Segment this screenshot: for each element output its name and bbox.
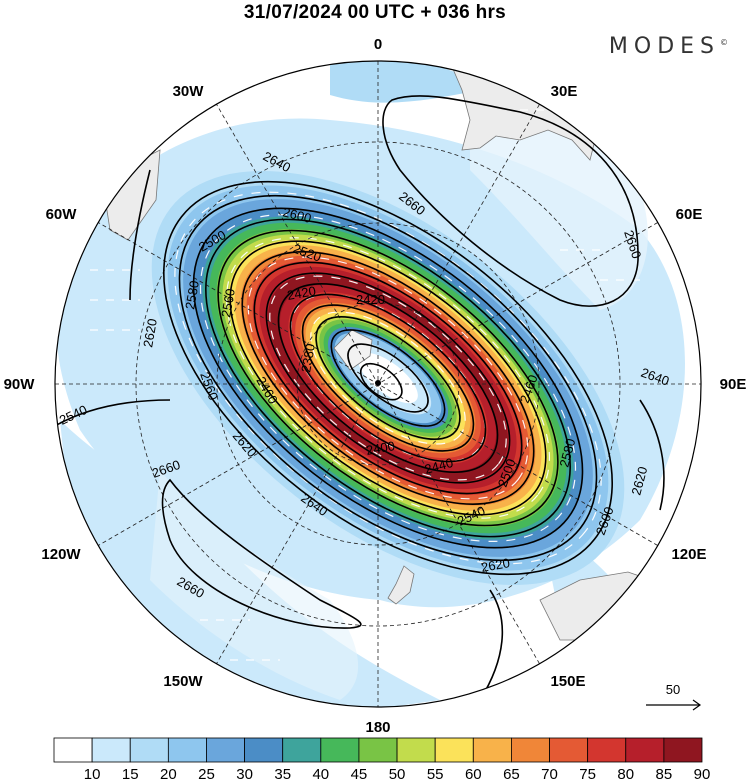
colorbar-swatch [53, 737, 93, 763]
lon-label-30w: 30W [173, 83, 205, 100]
colorbar-label: 75 [579, 766, 596, 782]
colorbar-label: 55 [427, 766, 444, 782]
brand-logo: MODES© [608, 34, 728, 59]
arrow-right-icon [646, 699, 702, 711]
colorbar-swatch [472, 737, 512, 763]
lon-label-120w: 120W [41, 546, 81, 563]
reference-vector: 50 [646, 682, 702, 711]
colorbar-label: 85 [656, 766, 673, 782]
reference-vector-label: 50 [666, 682, 680, 697]
contour-label: 2560 [218, 287, 238, 318]
longitude-labels: 0 30E 60E 90E 120E 150E 180 150W 120W 90… [4, 36, 747, 736]
colorbar-swatch [358, 737, 398, 763]
colorbar-swatch [91, 737, 131, 763]
colorbar-label: 60 [465, 766, 482, 782]
colorbar-label: 90 [694, 766, 711, 782]
contour-label: 2620 [628, 465, 650, 497]
colorbar-swatch [587, 737, 627, 763]
lon-label-150e: 150E [550, 673, 585, 690]
map-title: 31/07/2024 00 UTC + 036 hrs [243, 2, 507, 23]
lon-label-180: 180 [365, 719, 390, 736]
lon-label-150w: 150W [163, 673, 203, 690]
colorbar-label: 80 [617, 766, 634, 782]
colorbar: 10 15 20 25 30 35 40 45 50 55 60 65 70 75 80 85 90 [53, 737, 711, 782]
contour-label: 2380 [298, 342, 318, 373]
colorbar-swatch [129, 737, 169, 763]
lon-label-120e: 120E [671, 546, 706, 563]
lon-label-0: 0 [374, 36, 382, 53]
lon-label-90w: 90W [4, 376, 36, 393]
new-zealand-outline [387, 565, 415, 605]
map-border [54, 60, 702, 708]
contour-label: 2580 [556, 437, 578, 469]
height-contours [55, 95, 665, 701]
lon-label-60e: 60E [676, 206, 703, 223]
contour-label: 2420 [356, 292, 385, 307]
lon-label-30e: 30E [551, 83, 578, 100]
contour-label: 2620 [480, 555, 511, 575]
wind-speed-shading [55, 61, 701, 707]
colorbar-label: 65 [503, 766, 520, 782]
contour-label: 2400 [365, 438, 396, 458]
lon-label-90e: 90E [720, 376, 747, 393]
colorbar-swatch [206, 737, 245, 763]
colorbar-label: 15 [122, 766, 139, 782]
colorbar-label: 10 [84, 766, 101, 782]
contour-label: 2580 [182, 279, 202, 310]
colorbar-label: 40 [312, 766, 329, 782]
colorbar-swatch [625, 737, 665, 763]
colorbar-swatch [549, 737, 589, 763]
contour-label: 2600 [281, 204, 313, 226]
colorbar-label: 50 [389, 766, 406, 782]
colorbar-label: 45 [351, 766, 368, 782]
colorbar-swatch [282, 737, 322, 763]
wind-vectors [90, 109, 640, 661]
colorbar-swatch [663, 737, 703, 763]
colorbar-label: 70 [541, 766, 558, 782]
contour-label: 2420 [286, 283, 317, 303]
colorbar-swatch [511, 737, 550, 763]
colorbar-swatch [320, 737, 360, 763]
lon-label-60w: 60W [46, 206, 78, 223]
colorbar-swatch [167, 737, 207, 763]
colorbar-label: 25 [198, 766, 215, 782]
colorbar-swatch [434, 737, 474, 763]
colorbar-label: 35 [274, 766, 291, 782]
contour-label: 2440 [423, 455, 455, 477]
australia-outline [539, 571, 701, 681]
south-pole-marker [375, 380, 381, 386]
colorbar-label: 30 [236, 766, 253, 782]
colorbar-swatch [244, 737, 284, 763]
colorbar-label: 20 [160, 766, 177, 782]
colorbar-swatch [396, 737, 436, 763]
contour-label: 2620 [140, 317, 160, 348]
